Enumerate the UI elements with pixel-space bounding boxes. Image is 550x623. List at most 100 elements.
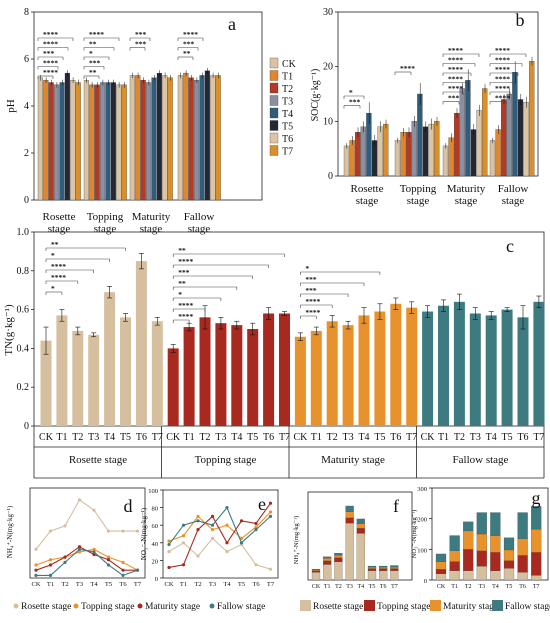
y-tick-label: 10 [323, 116, 333, 127]
stacked-bar-segment [356, 528, 365, 534]
data-point [196, 519, 200, 523]
x-tick-label: T3 [209, 581, 216, 588]
bar-T6 [517, 317, 529, 426]
x-tick-label: T1 [180, 581, 187, 588]
x-category-label: stage [48, 223, 71, 235]
x-category-label: stage [188, 223, 211, 235]
x-tick-label: T3 [215, 432, 226, 443]
y-tick-label: 1.0 [17, 227, 30, 238]
x-tick-label: T6 [390, 432, 401, 443]
x-tick-label: T3 [76, 581, 83, 588]
data-point [106, 563, 111, 567]
significance-label: **** [178, 257, 193, 266]
bar-T6 [135, 261, 147, 426]
data-point [225, 541, 229, 545]
x-category-label: stage [94, 223, 117, 235]
bar-T5 [470, 129, 477, 177]
data-point [225, 506, 229, 510]
data-point [268, 514, 273, 519]
x-tick-label: T7 [267, 581, 275, 588]
stacked-bar-segment [323, 558, 332, 561]
x-tick-label: T1 [184, 432, 195, 443]
x-tick-label: T2 [72, 432, 83, 443]
stacked-bar-segment [476, 566, 487, 581]
stacked-bar-segment [503, 537, 515, 551]
x-tick-label: T6 [263, 432, 274, 443]
legend-swatch-CK [269, 57, 279, 69]
x-tick-label: T6 [119, 581, 127, 588]
significance-label: **** [448, 56, 463, 65]
significance-label: **** [448, 46, 463, 55]
stacked-bar-segment [390, 570, 399, 581]
panel-letter: c [506, 236, 514, 256]
bar-T4 [366, 112, 372, 177]
significance-label: * [349, 88, 353, 97]
legend-marker [209, 603, 215, 609]
panel-d: NH₄⁺-N(mg·kg⁻¹) CK T1 T2 T3 T4 T5 T6 T7 d [6, 487, 146, 588]
data-point [77, 498, 82, 502]
stacked-bar-segment [435, 573, 447, 581]
x-category-label: stage [455, 195, 478, 207]
bar-T7 [121, 84, 127, 201]
x-tick-label: T3 [478, 584, 485, 590]
panel-letter: b [516, 10, 525, 30]
significance-label: *** [135, 40, 147, 49]
data-point [92, 550, 96, 554]
bar-T3 [215, 323, 227, 426]
bar-T6 [377, 126, 383, 177]
stacked-bar-segment [531, 506, 542, 530]
bar-T1 [310, 330, 322, 426]
stacked-bar-segment [490, 535, 501, 553]
bar-T5 [156, 72, 162, 201]
bar-CK [40, 340, 52, 426]
data-point [181, 523, 186, 527]
legend-label: T1 [282, 72, 293, 83]
significance-label: **** [495, 75, 510, 84]
bar-T4 [231, 325, 243, 426]
significance-label: **** [89, 30, 104, 39]
bar-T1 [400, 132, 406, 177]
stacked-bar-segment [345, 505, 354, 512]
y-tick-label: 6 [24, 54, 29, 65]
data-point [92, 547, 96, 551]
legend-swatch-T7 [269, 145, 279, 156]
data-point [254, 563, 258, 567]
bar-CK [489, 140, 496, 177]
bar-T5 [374, 311, 386, 426]
bar-T4 [465, 80, 471, 177]
stacked-bar-segment [517, 538, 528, 556]
bar-T5 [247, 329, 259, 426]
y-tick-label: 0 [424, 578, 427, 585]
plot-frame [431, 487, 549, 581]
data-point [210, 514, 215, 519]
data-point [121, 560, 125, 564]
x-tick-label: T2 [61, 581, 68, 588]
bar-T2 [140, 80, 146, 201]
data-point [167, 542, 171, 547]
x-category-label: Topping [400, 183, 437, 195]
y-tick-label: 60 [152, 523, 159, 530]
bar-T2 [355, 132, 361, 177]
bar-T6 [523, 102, 529, 177]
significance-label: **** [51, 262, 66, 271]
stacked-bar-segment [503, 549, 515, 561]
stacked-bar-segment [390, 565, 399, 568]
plot-frame [162, 489, 279, 579]
significance-label: * [51, 251, 55, 260]
stage-label: Rosette stage [69, 454, 127, 466]
y-tick-label: 20 [323, 62, 333, 73]
y-tick-label: 0 [24, 195, 29, 206]
series-line [168, 537, 271, 570]
series-line [168, 511, 271, 542]
bar-T7 [434, 121, 440, 177]
series-line [168, 502, 271, 568]
stacked-bar-segment [517, 572, 528, 581]
x-tick-label: T7 [279, 432, 290, 443]
stacked-bar-segment [311, 569, 321, 571]
significance-label: * [51, 284, 55, 293]
panel-letter: d [124, 496, 133, 516]
bar-CK [83, 80, 89, 201]
x-tick-label: T5 [105, 581, 112, 588]
